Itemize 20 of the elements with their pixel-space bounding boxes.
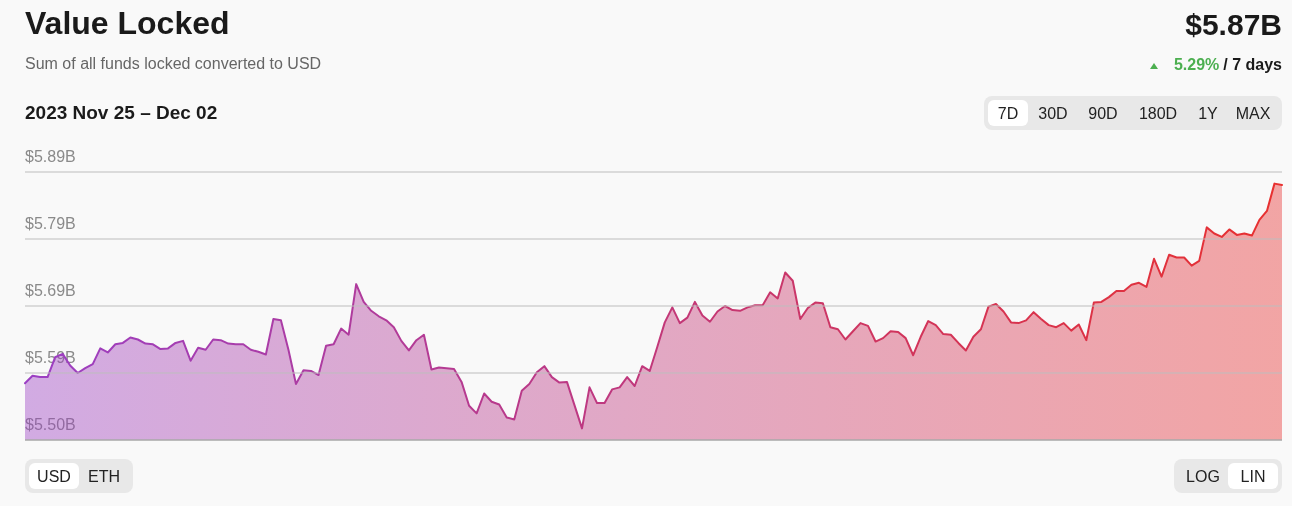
chart-title: Value Locked: [25, 5, 230, 41]
text: 30D: [1038, 105, 1068, 122]
text: 90D: [1088, 105, 1118, 122]
text: 5.29%: [1173, 56, 1220, 73]
text: 7D: [997, 105, 1019, 122]
text: / 7 days: [1223, 56, 1283, 73]
text: 180D: [1138, 105, 1178, 122]
y-tick-label: $5.50B: [25, 416, 76, 433]
y-tick-label: $5.69B: [25, 282, 76, 299]
text: LOG: [1186, 468, 1220, 485]
text: 2023 Nov 25 – Dec 02: [25, 102, 218, 123]
text: USD: [37, 468, 71, 485]
text: 1Y: [1198, 105, 1219, 122]
chart-subtitle: Sum of all funds locked converted to USD: [25, 55, 322, 72]
text: ETH: [88, 468, 120, 485]
text: $5.87B: [1185, 8, 1282, 41]
y-tick-label: $5.79B: [25, 215, 76, 232]
text: LIN: [1240, 468, 1266, 485]
y-tick-label: $5.89B: [25, 148, 76, 165]
text: MAX: [1235, 105, 1271, 122]
